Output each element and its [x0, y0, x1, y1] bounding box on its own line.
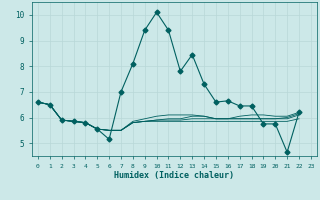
X-axis label: Humidex (Indice chaleur): Humidex (Indice chaleur) [115, 171, 234, 180]
